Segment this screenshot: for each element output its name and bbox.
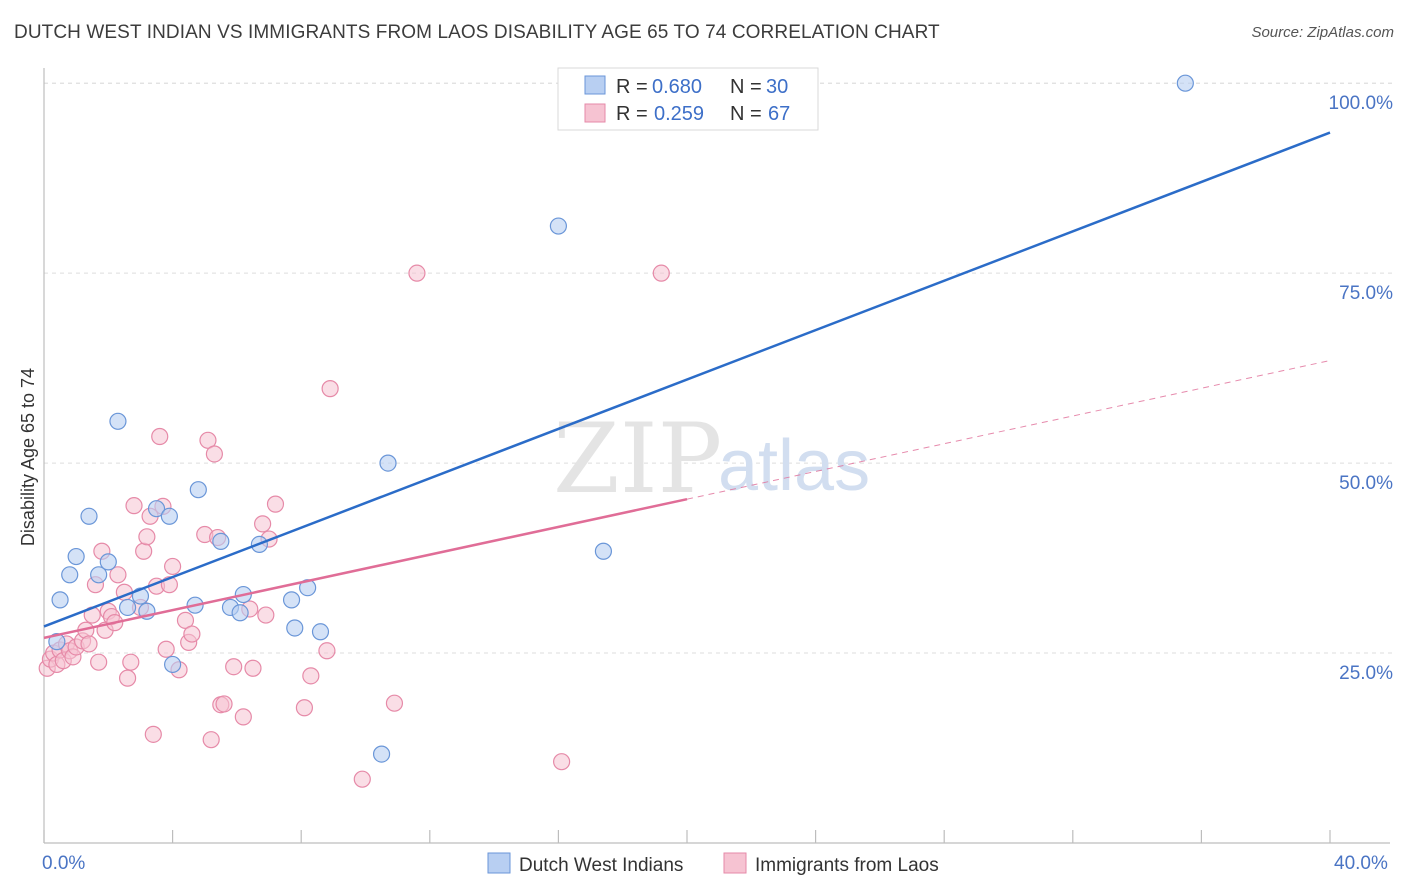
- laos-point-63: [553, 753, 571, 771]
- legend-swatch-blue: [584, 75, 606, 95]
- laos-point-36: [164, 557, 182, 576]
- bottom-legend-swatch-blue: [487, 852, 511, 874]
- y-tick-labels: 25.0% 50.0% 75.0% 100.0%: [1329, 93, 1394, 684]
- dutch-point-28: [594, 542, 613, 560]
- dutch-point-23: [299, 579, 317, 597]
- bottom-legend-label-dutch-west-indians: Dutch West Indians: [519, 855, 683, 876]
- laos-point-57: [302, 667, 320, 685]
- legend-r-value-1: 0.680: [652, 76, 702, 98]
- watermark-zip-text: ZIP: [553, 403, 722, 515]
- bottom-legend-label-immigrants-from-laos: Immigrants from Laos: [755, 855, 939, 876]
- dutch-point-13: [164, 655, 182, 674]
- laos-point-28: [138, 528, 156, 546]
- dutch-point-12: [160, 507, 178, 525]
- dutch-point-27: [549, 217, 568, 235]
- laos-point-34: [157, 640, 175, 658]
- x-tick-labels: 0.0% 40.0%: [42, 853, 1388, 874]
- laos-point-27: [135, 542, 153, 560]
- dutch-point-4: [80, 507, 98, 525]
- laos-point-60: [353, 770, 371, 788]
- laos-point-43: [205, 445, 223, 463]
- dutch-point-18: [231, 604, 249, 622]
- y-tick-label-75: 75.0%: [1339, 283, 1393, 304]
- laos-point-49: [234, 708, 252, 726]
- dutch-point-6: [99, 553, 117, 571]
- y-tick-label-25: 25.0%: [1339, 663, 1393, 684]
- laos-point-40: [183, 625, 201, 643]
- laos-point-15: [90, 653, 108, 671]
- legend-n-value-2: 67: [768, 103, 790, 125]
- dutch-point-16: [212, 532, 230, 550]
- legend-r-value-2: 0.259: [654, 103, 704, 125]
- legend-r-label-1: R =: [616, 76, 648, 98]
- laos-point-47: [215, 695, 233, 713]
- trend-line-dutch-west-indians: [43, 131, 1331, 628]
- series-dutch-west-indians: [48, 74, 1194, 763]
- laos-point-24: [122, 653, 140, 671]
- laos-point-53: [257, 606, 275, 624]
- chart-title: DUTCH WEST INDIAN VS IMMIGRANTS FROM LAO…: [14, 22, 940, 43]
- dutch-point-8: [118, 598, 137, 617]
- dutch-point-29: [1176, 74, 1194, 92]
- laos-point-59: [321, 380, 339, 398]
- axes: [43, 68, 1390, 844]
- dutch-point-7: [109, 412, 127, 430]
- laos-point-56: [295, 699, 314, 717]
- chart-source: Source: ZipAtlas.com: [1251, 24, 1394, 41]
- trend-line-immigrants-from-laos: [43, 497, 688, 640]
- laos-point-44: [202, 731, 220, 749]
- watermark: ZIP atlas: [553, 403, 870, 515]
- y-axis-title: Disability Age 65 to 74: [18, 368, 38, 546]
- dutch-point-3: [67, 547, 85, 566]
- laos-point-25: [125, 497, 143, 515]
- dutch-point-21: [282, 591, 301, 609]
- y-tick-label-50: 50.0%: [1339, 473, 1393, 494]
- x-tick-label-max: 40.0%: [1334, 853, 1388, 874]
- laos-point-62: [408, 264, 426, 282]
- legend-swatch-pink: [584, 103, 606, 123]
- dutch-point-5: [90, 566, 108, 584]
- laos-point-64: [652, 264, 670, 282]
- x-tick-label-min: 0.0%: [42, 853, 85, 874]
- dutch-point-26: [372, 745, 391, 763]
- dutch-point-2: [61, 566, 79, 584]
- laos-point-48: [225, 658, 243, 676]
- dutch-point-22: [286, 619, 304, 637]
- dutch-point-1: [51, 591, 69, 609]
- legend-n-label-2: N =: [730, 103, 762, 125]
- legend-n-value-1: 30: [766, 76, 788, 98]
- legend-box: R = 0.680 N = 30 R = 0.259 N = 67: [557, 67, 819, 131]
- laos-point-12: [80, 635, 98, 653]
- dutch-point-25: [379, 454, 397, 472]
- series-immigrants-from-laos: [38, 264, 670, 788]
- bottom-legend-swatch-pink: [723, 852, 747, 874]
- dutch-point-11: [147, 500, 166, 518]
- dutch-point-15: [189, 481, 207, 499]
- laos-point-55: [266, 495, 285, 513]
- trend-lines: [43, 131, 1331, 640]
- laos-point-58: [318, 642, 336, 660]
- y-tick-label-100: 100.0%: [1329, 93, 1394, 114]
- laos-point-61: [385, 694, 404, 712]
- watermark-atlas-text: atlas: [718, 426, 870, 506]
- dutch-point-24: [311, 623, 330, 641]
- legend-n-label-1: N =: [730, 76, 762, 98]
- laos-point-21: [109, 566, 127, 584]
- dutch-point-0: [48, 633, 66, 651]
- laos-point-52: [254, 515, 272, 533]
- legend-r-label-2: R =: [616, 103, 648, 125]
- laos-point-30: [144, 725, 162, 743]
- laos-point-32: [151, 427, 169, 446]
- laos-point-51: [244, 659, 262, 677]
- bottom-legend: Dutch West Indians Immigrants from Laos: [487, 852, 939, 876]
- laos-point-23: [118, 669, 137, 687]
